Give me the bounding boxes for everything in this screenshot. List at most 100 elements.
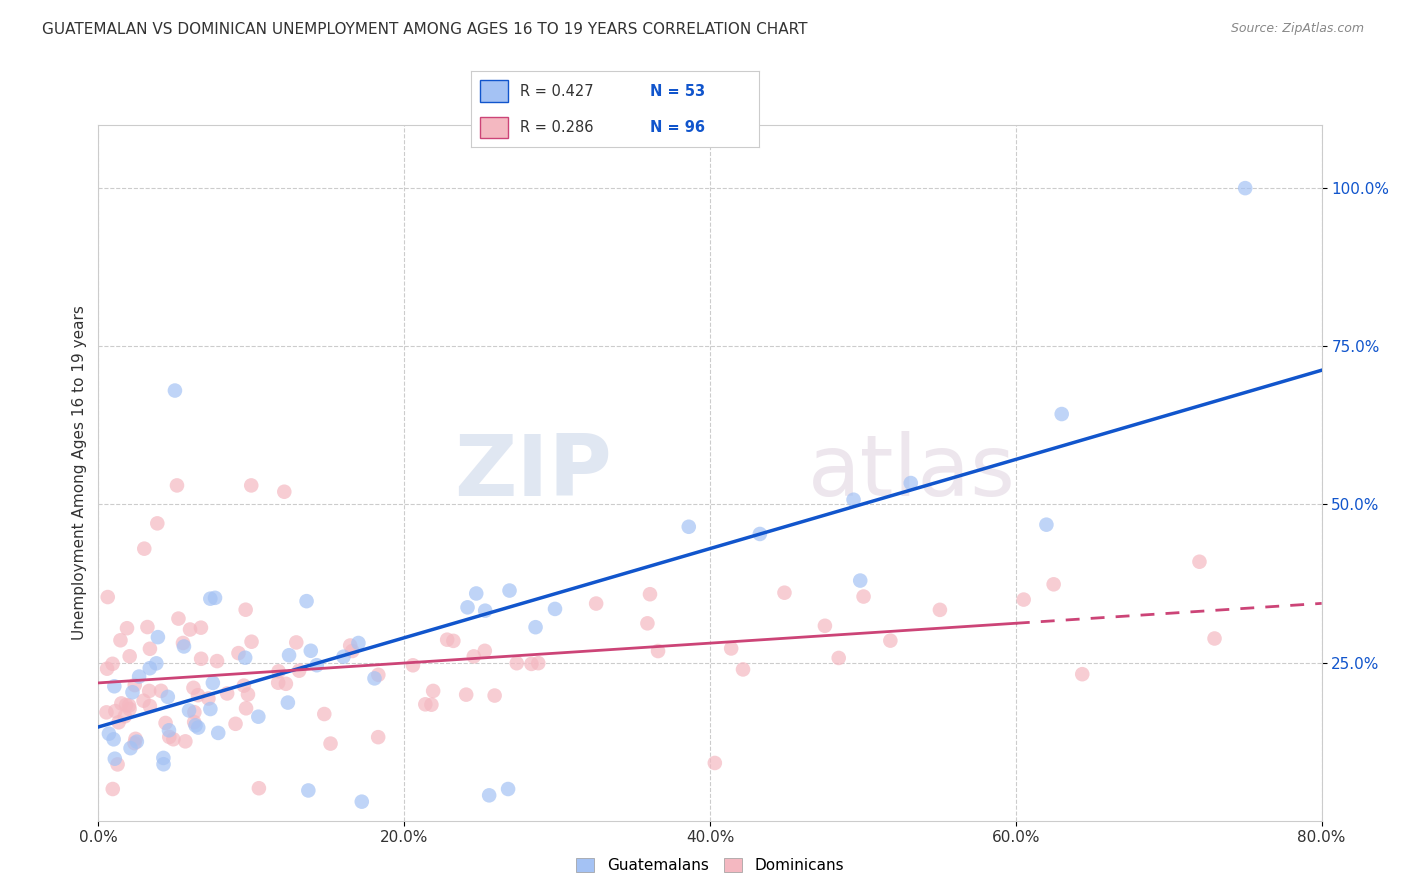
Point (197, 691, 219, 706)
Point (247, 781, 270, 796)
Point (152, 751, 174, 765)
Point (1050, 407, 1073, 421)
Point (278, 648, 301, 663)
Point (299, 644, 322, 658)
Point (415, 698, 437, 712)
Point (703, 756, 725, 770)
Point (347, 636, 370, 650)
Point (157, 723, 180, 738)
Point (157, 730, 180, 744)
Point (678, 520, 700, 534)
Point (124, 736, 146, 750)
Point (134, 541, 156, 556)
Point (297, 783, 319, 797)
Point (146, 630, 169, 644)
Point (267, 665, 290, 679)
Point (187, 721, 209, 735)
Point (190, 652, 212, 666)
Point (314, 706, 336, 721)
Point (273, 484, 295, 499)
Point (121, 685, 143, 699)
Point (207, 726, 229, 740)
Point (110, 697, 132, 711)
Point (235, 603, 257, 617)
Point (1071, 667, 1094, 681)
Point (240, 634, 263, 648)
Point (402, 658, 425, 673)
Point (172, 636, 194, 650)
Point (636, 616, 658, 631)
Point (179, 623, 201, 637)
Point (1012, 592, 1035, 607)
Point (288, 664, 311, 678)
Point (97, 590, 120, 604)
Point (928, 603, 950, 617)
Point (506, 657, 529, 671)
Point (115, 621, 138, 635)
Point (114, 709, 136, 723)
Point (101, 657, 124, 671)
Point (367, 730, 389, 744)
Point (115, 698, 138, 712)
Point (474, 604, 496, 618)
Point (145, 657, 167, 671)
Point (456, 688, 478, 702)
Point (97, 727, 120, 741)
Point (118, 649, 141, 664)
Text: atlas: atlas (808, 431, 1017, 515)
Point (342, 644, 364, 658)
Point (125, 734, 148, 748)
Point (849, 574, 872, 588)
Point (319, 737, 342, 751)
Point (274, 677, 297, 691)
Point (136, 620, 159, 634)
Point (720, 641, 742, 656)
Point (1188, 555, 1211, 569)
Point (900, 476, 922, 491)
Text: N = 96: N = 96 (650, 120, 704, 135)
Point (225, 716, 247, 731)
Point (436, 632, 458, 647)
Point (267, 675, 290, 690)
Point (1035, 517, 1057, 532)
Point (484, 689, 506, 703)
Point (295, 594, 318, 608)
Point (118, 698, 141, 713)
Point (124, 731, 146, 746)
Point (235, 701, 257, 715)
Point (441, 633, 464, 648)
Point (478, 789, 501, 803)
Point (228, 646, 250, 660)
Point (103, 732, 125, 747)
Point (110, 633, 132, 648)
Point (183, 715, 205, 730)
Point (139, 699, 162, 714)
Point (183, 681, 205, 695)
Text: N = 53: N = 53 (650, 84, 704, 99)
Point (285, 635, 308, 649)
Point (520, 657, 543, 671)
Legend: Guatemalans, Dominicans: Guatemalans, Dominicans (569, 852, 851, 880)
Text: ZIP: ZIP (454, 431, 612, 515)
Point (205, 654, 228, 668)
Point (96, 662, 118, 676)
Point (190, 621, 212, 635)
Point (200, 591, 222, 606)
Point (107, 715, 129, 730)
Point (524, 620, 547, 634)
Point (150, 683, 173, 698)
Point (420, 698, 443, 712)
Point (339, 639, 361, 653)
Point (132, 694, 155, 708)
Point (236, 688, 259, 702)
Point (647, 644, 669, 658)
Point (638, 587, 661, 601)
Text: R = 0.286: R = 0.286 (520, 120, 593, 135)
Point (201, 676, 224, 690)
Point (465, 586, 488, 600)
Point (104, 704, 127, 718)
Point (96, 706, 118, 720)
Text: GUATEMALAN VS DOMINICAN UNEMPLOYMENT AMONG AGES 16 TO 19 YEARS CORRELATION CHART: GUATEMALAN VS DOMINICAN UNEMPLOYMENT AMO… (42, 22, 807, 37)
Point (240, 478, 263, 492)
Point (152, 757, 174, 772)
